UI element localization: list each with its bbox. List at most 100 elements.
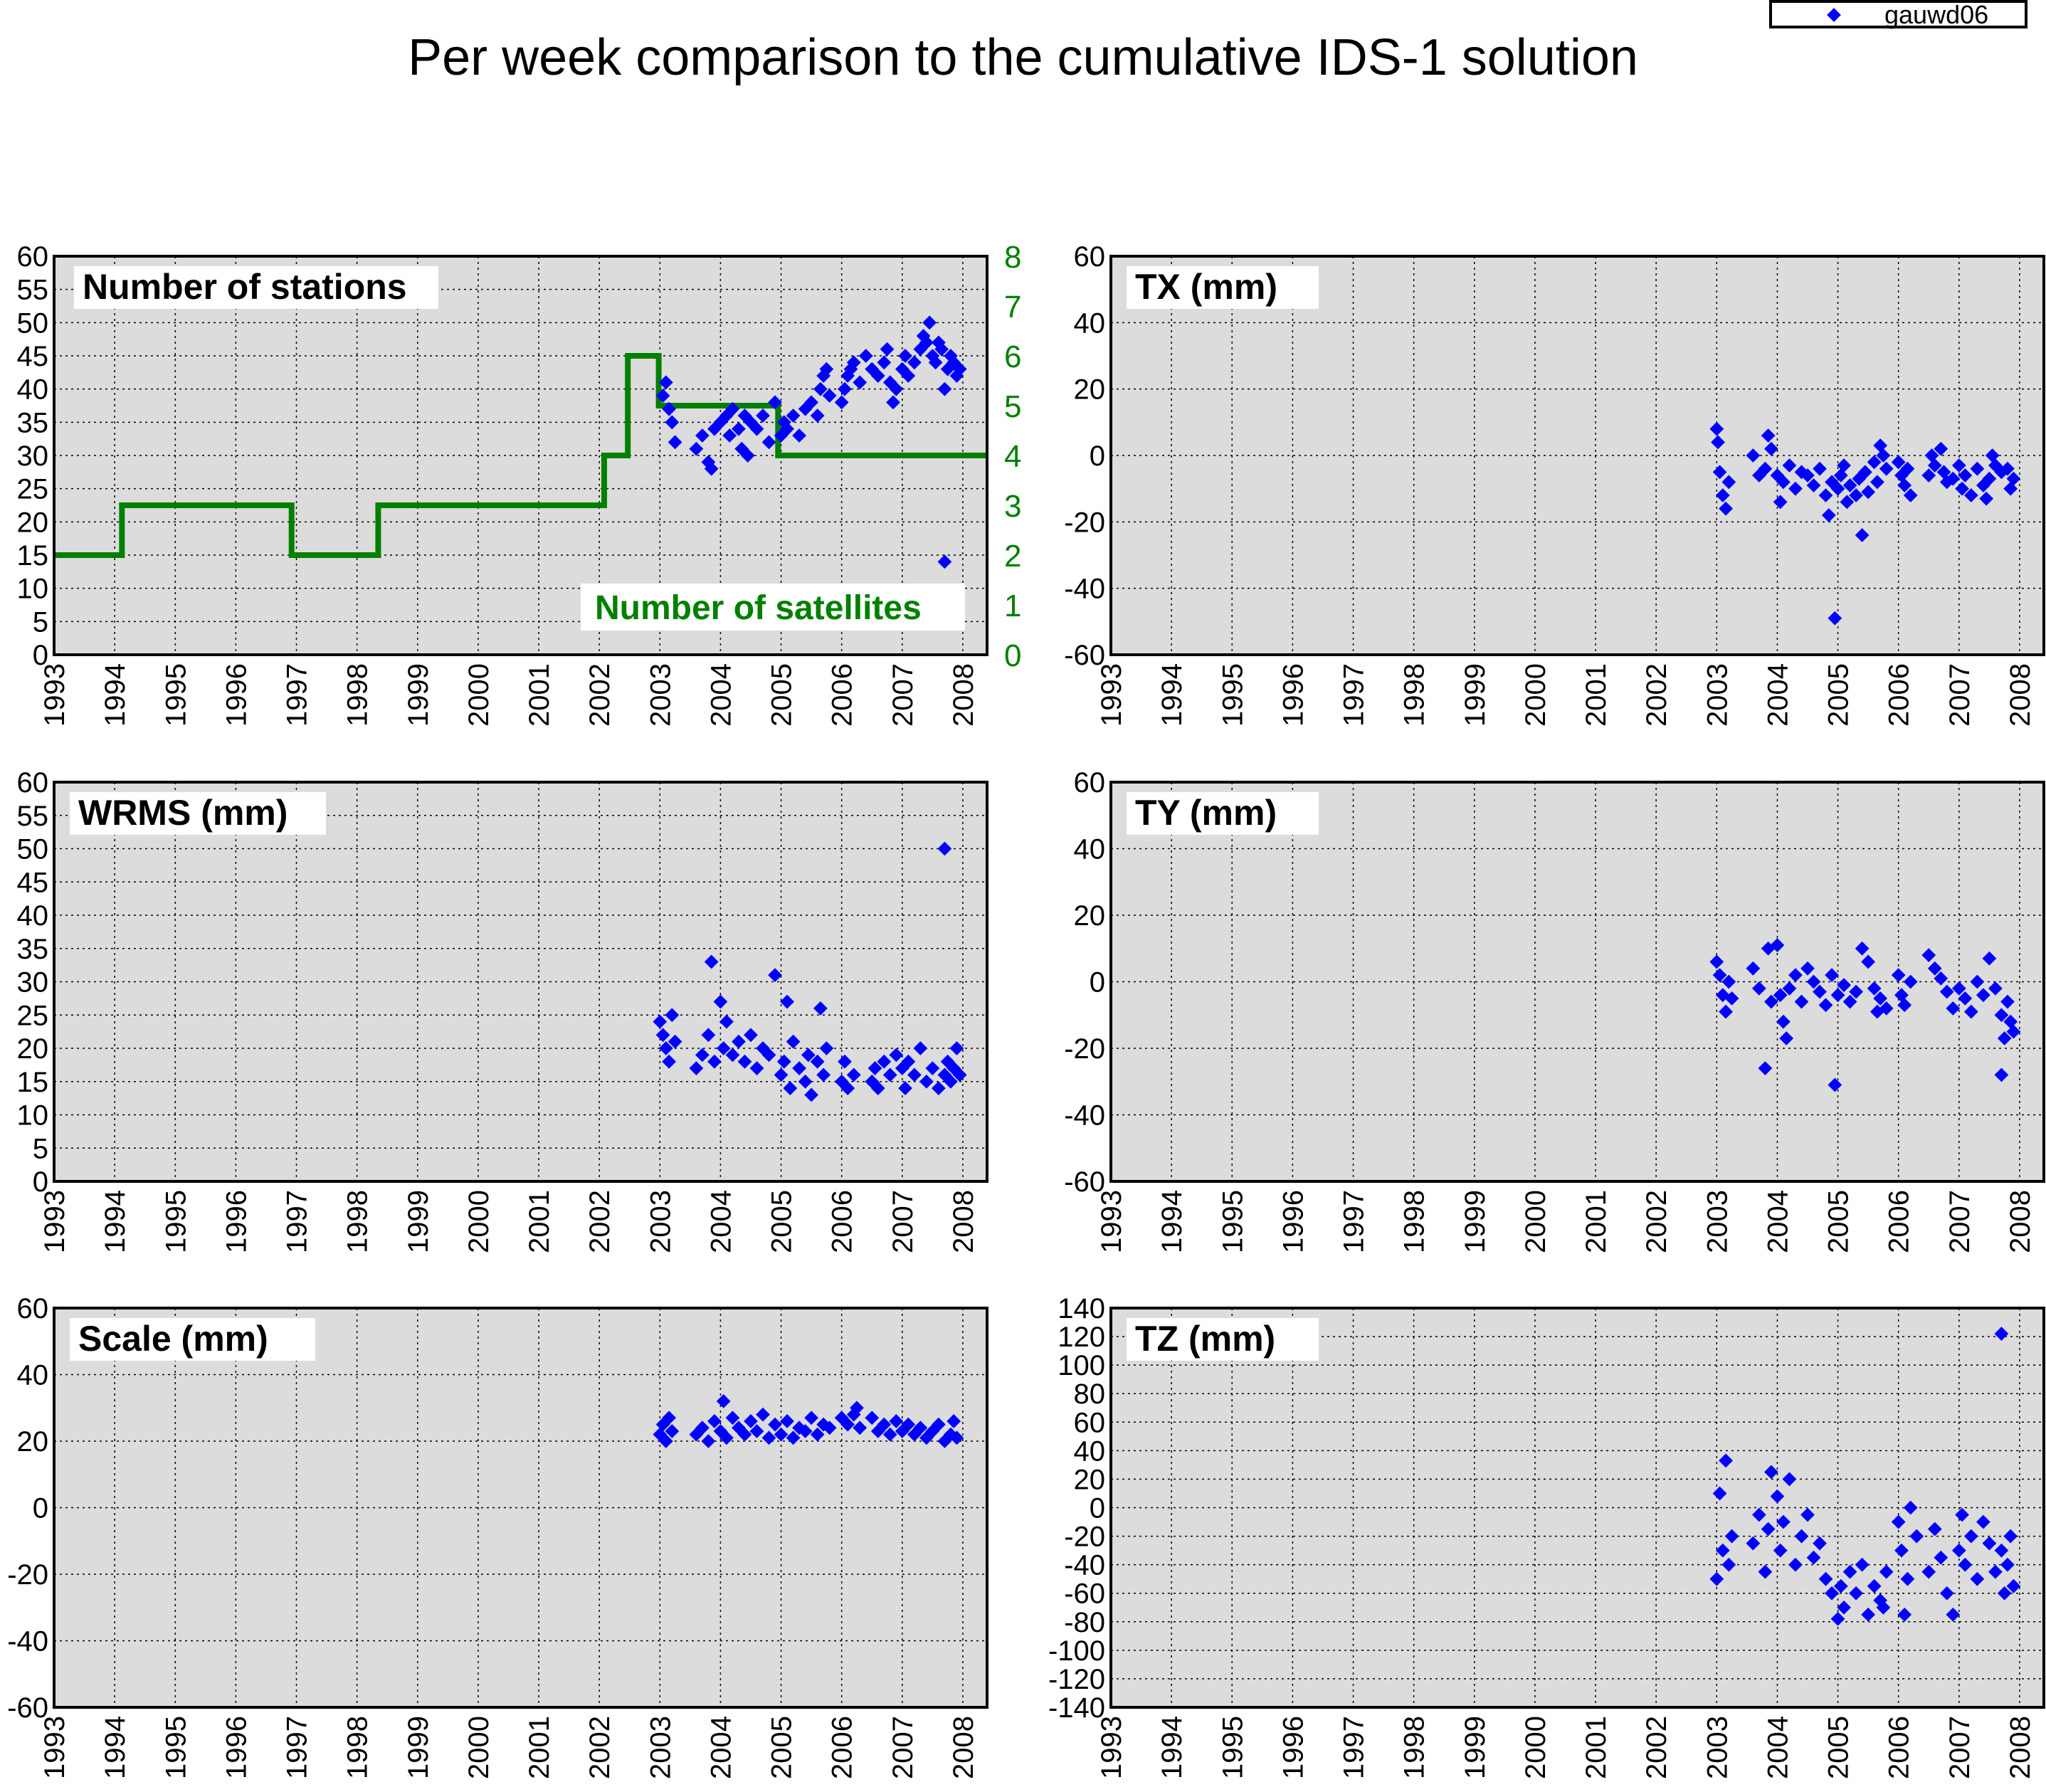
y-tick-label: 60 [17,1293,49,1324]
data-point [1982,951,1997,966]
data-point [1927,961,1942,976]
data-point [1955,1507,1969,1522]
data-point [889,1414,904,1428]
x-tick-label: 1998 [1399,1716,1430,1779]
x-tick-label: 2003 [1702,1716,1733,1779]
x-tick-label: 2006 [827,663,858,727]
y-tick-label: -140 [1048,1692,1105,1724]
series-points [653,841,967,1102]
y-tick-label: 60 [17,241,49,273]
plot-frame [1109,1307,2045,1709]
data-point [792,1061,806,1075]
data-point [732,1034,746,1049]
data-point [949,1430,964,1445]
data-point [1837,458,1851,473]
panel-tx: 1993 1994 1995 1996 1997 1998 1999 2000 2001 2002… [1064,241,2045,727]
panel-label: TX (mm) [1135,267,1277,307]
satellites-step-line [54,353,987,558]
data-point [1861,1607,1876,1622]
data-point [810,1054,825,1069]
data-point [1761,428,1776,443]
x-tick-label: 1994 [1156,1716,1188,1779]
data-point [662,1054,676,1069]
data-point [1994,1068,2009,1082]
x-tick-label: 1993 [39,1190,70,1253]
data-point [1903,488,1918,502]
x-tick-label: 1993 [1096,663,1127,727]
data-point [1855,1557,1870,1572]
data-point [1870,475,1884,490]
data-point [1788,1557,1803,1572]
data-point [1879,1001,1894,1016]
y-tick-label: 40 [1074,307,1106,339]
x-tick-label: 2006 [1884,1716,1915,1779]
x-tick-label: 2004 [705,1716,737,1779]
panel-wrms: 1993 1994 1995 1996 1997 1998 1999 2000 2001 2002… [17,767,988,1253]
data-point [870,1081,885,1095]
data-point [1764,1465,1778,1480]
data-point [1951,981,1966,996]
secondary-tick-label: 2 [1004,539,1021,574]
data-point [819,1041,834,1055]
data-point [937,381,952,396]
secondary-tick-label: 0 [1004,638,1021,673]
data-point [804,1087,819,1102]
data-point [768,968,782,983]
x-tick-label: 1995 [160,1190,191,1253]
data-point [1849,984,1863,999]
y-tick-label: 80 [1074,1379,1106,1410]
legend-label: gauwd06 [1884,0,1989,29]
data-point [1821,508,1836,522]
grid [1111,256,2044,655]
data-point [931,1417,946,1432]
x-tick-label: 2004 [705,663,737,727]
x-tick-label: 2003 [645,663,676,727]
x-tick-label: 1997 [1339,1190,1370,1253]
y-tick-label: 5 [33,606,48,638]
x-tick-label: 2005 [766,663,798,727]
y-tick-label: 20 [1074,1464,1106,1495]
y-tick-label: 45 [17,341,49,372]
data-point [1813,461,1827,476]
data-point [1776,1014,1791,1029]
data-point [822,389,837,403]
x-tick-label: 1996 [1277,663,1309,727]
data-point [704,954,719,969]
data-point [886,395,900,410]
y-tick-label: 40 [17,1360,49,1391]
x-tick-label: 1995 [160,663,191,727]
x-tick-label: 2000 [463,663,495,727]
y-tick-label: -120 [1048,1664,1105,1695]
x-tick-label: 1997 [1339,663,1370,727]
data-point [2000,461,2015,476]
data-point [816,1068,831,1082]
data-point [1994,1543,2009,1558]
data-point [838,381,852,396]
data-point [931,1081,946,1095]
plot-frame [53,1307,988,1709]
secondary-series-label: Number of satellites [595,589,922,627]
x-tick-label: 2004 [1762,1190,1793,1253]
x-tick-label: 2005 [766,1716,798,1779]
x-tick-label: 2008 [2005,663,2036,727]
y-tick-label: 35 [17,407,49,438]
y-tick-label: 10 [17,574,49,605]
x-tick-label: 2002 [1641,663,1672,727]
data-point [662,1411,676,1425]
x-tick-label: 2005 [1823,663,1855,727]
panel-label: WRMS (mm) [78,793,288,833]
y-tick-label: 55 [17,275,49,306]
x-tick-label: 2008 [948,1190,979,1253]
grid [54,1308,987,1707]
data-point [810,1427,825,1442]
data-point [716,1394,731,1408]
data-point [928,355,943,370]
secondary-tick-label: 8 [1004,240,1021,275]
y-tick-label: 40 [1074,834,1106,865]
data-point [877,1054,892,1069]
y-tick-label: 60 [1074,767,1106,799]
data-point [792,428,806,443]
data-point [1773,1543,1788,1558]
data-point [2006,1578,2021,1593]
secondary-tick-label: 3 [1004,489,1021,524]
